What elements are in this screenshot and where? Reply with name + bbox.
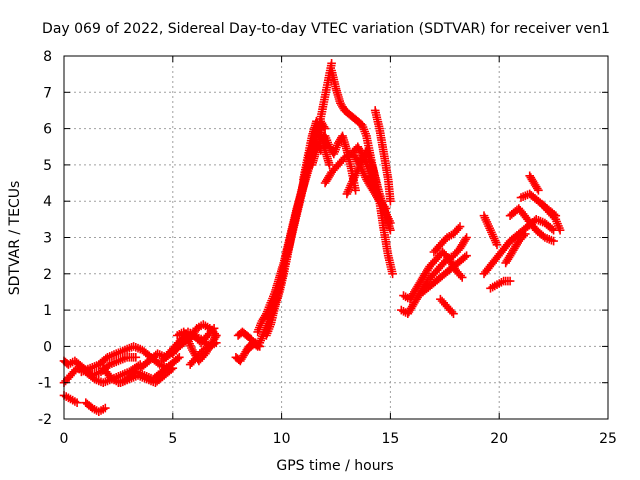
- series-track-11: [172, 320, 221, 344]
- axis-ticks: [63, 55, 609, 420]
- y-tick-label: 1: [43, 303, 52, 319]
- data-point: [555, 225, 565, 235]
- data-point: [131, 353, 141, 362]
- data-point: [521, 229, 530, 239]
- x-tick-label: 0: [60, 431, 69, 447]
- data-point: [101, 403, 110, 413]
- series-track-39: [501, 229, 530, 268]
- series-track-34: [505, 204, 558, 246]
- data-point: [457, 273, 467, 282]
- chart-title: Day 069 of 2022, Sidereal Day-to-day VTE…: [42, 21, 610, 37]
- data-point: [327, 59, 336, 68]
- data-point: [549, 236, 558, 246]
- series-track-22: [327, 66, 397, 279]
- data-point: [72, 398, 82, 407]
- series-track-25: [370, 106, 395, 206]
- data-point: [212, 338, 221, 348]
- data-point: [449, 309, 458, 318]
- y-axis-title: SDTVAR / TECUs: [7, 181, 23, 296]
- data-point: [455, 222, 465, 231]
- series-track-12: [185, 338, 221, 369]
- x-axis-title: GPS time / hours: [276, 458, 393, 474]
- data-point: [505, 276, 515, 286]
- series-track-26: [349, 149, 391, 213]
- data-points: [59, 59, 565, 416]
- y-tick-label: 4: [43, 194, 52, 210]
- data-point: [534, 186, 543, 195]
- y-tick-label: 0: [43, 339, 52, 355]
- data-point: [462, 233, 471, 242]
- tick-labels: 0 5 10 15 20 25 -2 -1 0 1 2 3 4 5 6 7 8: [38, 49, 617, 447]
- y-tick-label: 6: [43, 122, 52, 138]
- series-track-04: [81, 398, 110, 416]
- data-point: [245, 333, 254, 343]
- data-point: [212, 331, 221, 340]
- series-track-36: [525, 171, 543, 195]
- series-track-33: [479, 211, 502, 250]
- y-tick-label: -1: [38, 376, 52, 392]
- series-track-31: [436, 294, 458, 318]
- series-track-29: [418, 251, 471, 297]
- x-tick-label: 15: [381, 431, 399, 447]
- series-track-37: [538, 200, 565, 235]
- data-point: [388, 269, 397, 279]
- y-tick-label: 7: [43, 85, 52, 101]
- data-point: [246, 334, 256, 344]
- data-point: [386, 225, 395, 235]
- series-track-14: [233, 327, 256, 344]
- series-track-05: [77, 342, 173, 377]
- y-tick-label: 2: [43, 267, 52, 283]
- x-tick-label: 25: [599, 431, 617, 447]
- series-track-38: [486, 276, 515, 293]
- data-point: [351, 186, 360, 195]
- x-tick-label: 5: [168, 431, 177, 447]
- data-point: [325, 160, 334, 170]
- y-tick-label: 5: [43, 158, 52, 174]
- data-point: [462, 251, 471, 260]
- data-point: [386, 196, 395, 206]
- data-point: [492, 240, 502, 250]
- y-tick-label: -2: [38, 412, 52, 428]
- data-point: [381, 204, 391, 213]
- x-tick-label: 10: [273, 431, 291, 447]
- x-tick-label: 20: [490, 431, 508, 447]
- data-point: [175, 353, 184, 362]
- y-tick-label: 8: [43, 49, 52, 65]
- y-tick-label: 3: [43, 231, 52, 247]
- series-track-07: [114, 353, 184, 387]
- series-track-30: [429, 222, 465, 257]
- series-track-16: [253, 59, 336, 337]
